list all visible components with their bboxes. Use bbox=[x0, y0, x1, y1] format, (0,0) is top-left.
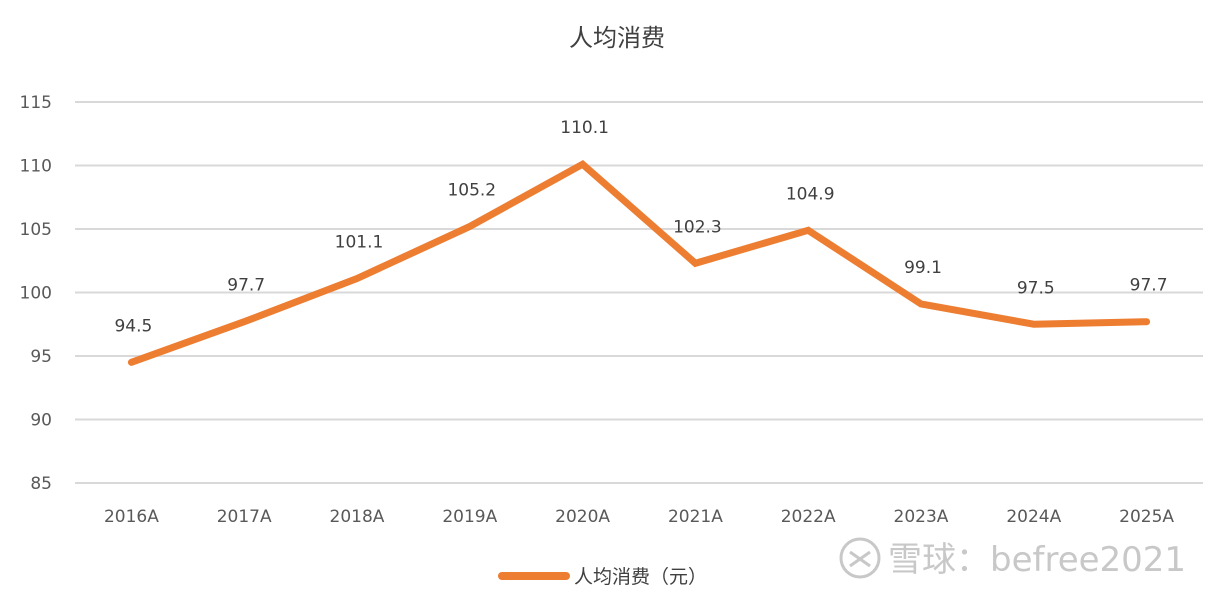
x-tick-label: 2023A bbox=[894, 507, 949, 527]
x-tick-label: 2020A bbox=[555, 507, 610, 527]
data-label: 94.5 bbox=[114, 316, 152, 336]
x-tick-label: 2021A bbox=[668, 507, 723, 527]
data-point bbox=[582, 163, 584, 165]
data-label: 105.2 bbox=[447, 180, 496, 200]
x-axis-ticks: 2016A 2017A 2018A 2019A 2020A 2021A 2022A 2023A… bbox=[104, 507, 1174, 527]
x-tick-label: 2024A bbox=[1006, 507, 1061, 527]
series-line bbox=[127, 159, 1151, 366]
legend: 人均消费（元） bbox=[498, 566, 707, 588]
data-point bbox=[1146, 321, 1148, 323]
watermark: 雪球：befree2021 bbox=[839, 537, 1186, 580]
data-label: 101.1 bbox=[335, 233, 384, 253]
data-label: 97.7 bbox=[1130, 276, 1168, 296]
x-tick-label: 2019A bbox=[442, 507, 497, 527]
data-point bbox=[469, 225, 471, 227]
data-point bbox=[130, 361, 132, 363]
data-point bbox=[356, 278, 358, 280]
data-label: 99.1 bbox=[904, 258, 942, 278]
chart-title: 人均消费 bbox=[569, 24, 665, 52]
data-label: 102.3 bbox=[673, 217, 722, 237]
data-point bbox=[920, 303, 922, 305]
x-tick-label: 2017A bbox=[217, 507, 272, 527]
y-axis-ticks: 85 90 95 100 105 110 115 bbox=[20, 93, 52, 494]
data-label: 104.9 bbox=[786, 184, 835, 204]
data-point bbox=[1033, 323, 1035, 325]
watermark-text: 雪球：befree2021 bbox=[888, 540, 1186, 580]
data-label: 110.1 bbox=[560, 118, 609, 138]
data-label: 97.7 bbox=[227, 276, 265, 296]
data-point bbox=[807, 229, 809, 231]
x-tick-label: 2025A bbox=[1119, 507, 1174, 527]
y-tick-label: 95 bbox=[30, 347, 52, 367]
x-tick-label: 2018A bbox=[330, 507, 385, 527]
y-tick-label: 100 bbox=[20, 284, 52, 304]
y-tick-label: 110 bbox=[20, 157, 52, 177]
y-tick-label: 90 bbox=[30, 411, 52, 431]
data-point bbox=[694, 262, 696, 264]
data-point bbox=[243, 321, 245, 323]
x-tick-label: 2016A bbox=[104, 507, 159, 527]
x-tick-label: 2022A bbox=[781, 507, 836, 527]
y-tick-label: 85 bbox=[30, 474, 52, 494]
legend-label: 人均消费（元） bbox=[574, 566, 707, 588]
y-tick-label: 115 bbox=[20, 93, 52, 113]
data-label: 97.5 bbox=[1017, 278, 1055, 298]
data-labels: 94.5 97.7 101.1 105.2 110.1 102.3 104.9 99.1 97.… bbox=[114, 118, 1167, 336]
gridlines bbox=[75, 101, 1203, 484]
snowball-logo-icon bbox=[839, 537, 881, 579]
y-tick-label: 105 bbox=[20, 220, 52, 240]
series-layer bbox=[127, 159, 1151, 366]
